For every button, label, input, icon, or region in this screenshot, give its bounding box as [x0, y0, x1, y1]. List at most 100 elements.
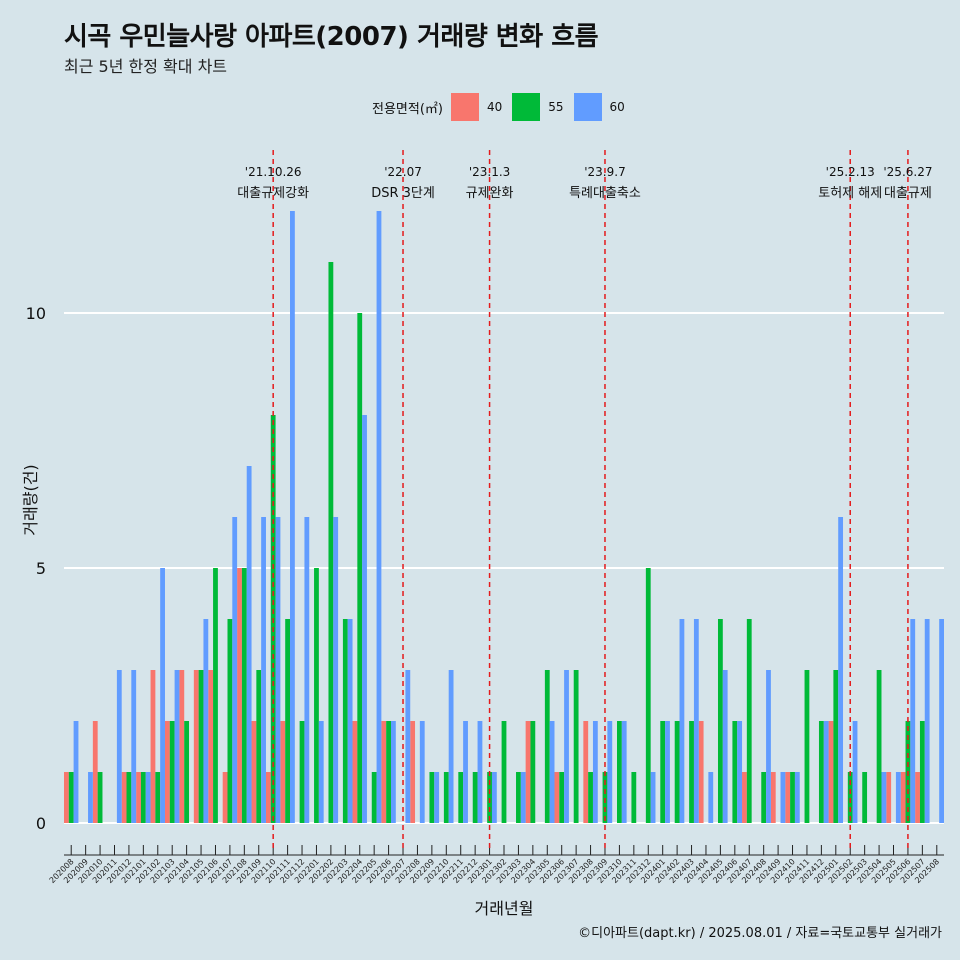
bar-55-202109: [256, 670, 262, 823]
event-label-6: 대출규제: [884, 186, 932, 201]
bar-60-202108: [246, 466, 252, 823]
bar-55-202304: [530, 721, 536, 823]
bar-60-202105: [203, 619, 209, 823]
bar-55-202309: [602, 772, 608, 823]
bar-55-202507: [919, 721, 925, 823]
bar-60-202111: [290, 211, 295, 823]
bar-55-202201: [314, 568, 319, 823]
bar-40-202104: [179, 670, 185, 823]
bar-55-202401: [660, 721, 666, 823]
bar-55-202103: [169, 721, 175, 823]
chart-subtitle: 최근 5년 한정 확대 차트: [64, 57, 228, 76]
bar-40-202501: [828, 721, 834, 823]
bar-60-202405: [722, 670, 728, 823]
legend-title: 전용면적(㎡): [372, 101, 443, 117]
bar-60-202308: [592, 721, 598, 823]
bar-40-202409: [770, 772, 776, 823]
legend: 전용면적(㎡) 40 55 60: [372, 92, 635, 122]
bar-60-202012: [131, 670, 137, 823]
bar-55-202407: [746, 619, 752, 823]
bar-40-202306: [554, 772, 560, 823]
bar-55-202106: [213, 568, 218, 823]
bar-55-202307: [573, 670, 579, 823]
bar-40-202410: [785, 772, 791, 823]
bar-40-202111: [280, 721, 286, 823]
bar-60-202107: [232, 517, 238, 823]
bar-55-202104: [184, 721, 190, 823]
legend-item-40: 40: [450, 93, 502, 121]
event-date-3: '23.1.3: [469, 165, 510, 179]
bar-60-202403: [693, 619, 699, 823]
bar-60-202110: [275, 517, 281, 823]
bar-60-202505: [895, 772, 901, 823]
bar-60-202502: [852, 721, 858, 823]
bar-55-202105: [198, 670, 204, 823]
bar-40-202105: [193, 670, 199, 823]
bar-55-202308: [588, 772, 593, 823]
bar-60-202109: [261, 517, 266, 823]
bar-60-202207: [405, 670, 411, 823]
bar-55-202206: [386, 721, 391, 823]
event-label-2: DSR 3단계: [371, 186, 435, 201]
event-label-4: 특례대출축소: [569, 186, 641, 201]
legend-swatch-60: [573, 93, 602, 121]
bar-60-202301: [491, 772, 497, 823]
bar-40-202108: [237, 568, 242, 823]
bar-40-202010: [92, 721, 98, 823]
bar-60-202401: [665, 721, 670, 823]
legend-label-60: 60: [609, 100, 625, 114]
bar-60-202208: [419, 721, 425, 823]
bar-55-202403: [689, 721, 694, 823]
bar-55-202209: [429, 772, 435, 823]
bar-60-202103: [174, 670, 180, 823]
legend-swatch-40: [450, 93, 479, 121]
bar-55-202301: [487, 772, 492, 823]
bar-40-202506: [900, 772, 906, 823]
bar-55-202411: [804, 670, 810, 823]
bar-55-202504: [876, 670, 882, 823]
bar-40-202304: [525, 721, 531, 823]
bar-55-202306: [559, 772, 565, 823]
y-tick-label-0: 0: [36, 814, 46, 833]
bar-55-202008: [68, 772, 74, 823]
bar-60-202306: [564, 670, 569, 823]
bar-40-202308: [583, 721, 589, 823]
event-label-1: 대출규제강화: [237, 186, 309, 201]
bar-60-202404: [708, 772, 714, 823]
bar-55-202412: [818, 721, 824, 823]
bar-60-202101: [145, 772, 151, 823]
bar-60-202011: [116, 670, 122, 823]
bar-55-202112: [299, 721, 305, 823]
bar-40-202008: [64, 772, 69, 823]
bar-60-202507: [924, 619, 930, 823]
bar-40-202505: [886, 772, 892, 823]
event-label-5: 토허제 해제: [818, 186, 882, 201]
bar-60-202203: [347, 619, 353, 823]
bar-55-202303: [516, 772, 521, 823]
bar-55-202402: [674, 721, 680, 823]
bar-60-202305: [549, 721, 555, 823]
bar-40-202507: [915, 772, 920, 823]
legend-item-55: 55: [512, 93, 564, 121]
bar-60-202008: [73, 721, 79, 823]
bar-60-202205: [376, 211, 382, 823]
bar-60-202506: [910, 619, 916, 823]
source-caption: ©디아파트(dapt.kr) / 2025.08.01 / 자료=국토교통부 실…: [578, 926, 942, 941]
bar-40-202012: [121, 772, 127, 823]
bar-40-202204: [352, 721, 358, 823]
bar-60-202309: [607, 721, 613, 823]
bar-60-202202: [333, 517, 339, 823]
bar-60-202206: [390, 721, 396, 823]
bar-55-202503: [862, 772, 868, 823]
bar-55-202107: [227, 619, 233, 823]
event-date-4: '23.9.7: [584, 165, 625, 179]
bar-60-202303: [520, 772, 526, 823]
bar-55-202501: [833, 670, 839, 823]
bar-40-202404: [698, 721, 704, 823]
bar-60-202412: [823, 721, 829, 823]
bar-60-202402: [679, 619, 685, 823]
bar-60-202209: [434, 772, 440, 823]
bar-40-202407: [742, 772, 747, 823]
bar-55-202502: [847, 772, 853, 823]
